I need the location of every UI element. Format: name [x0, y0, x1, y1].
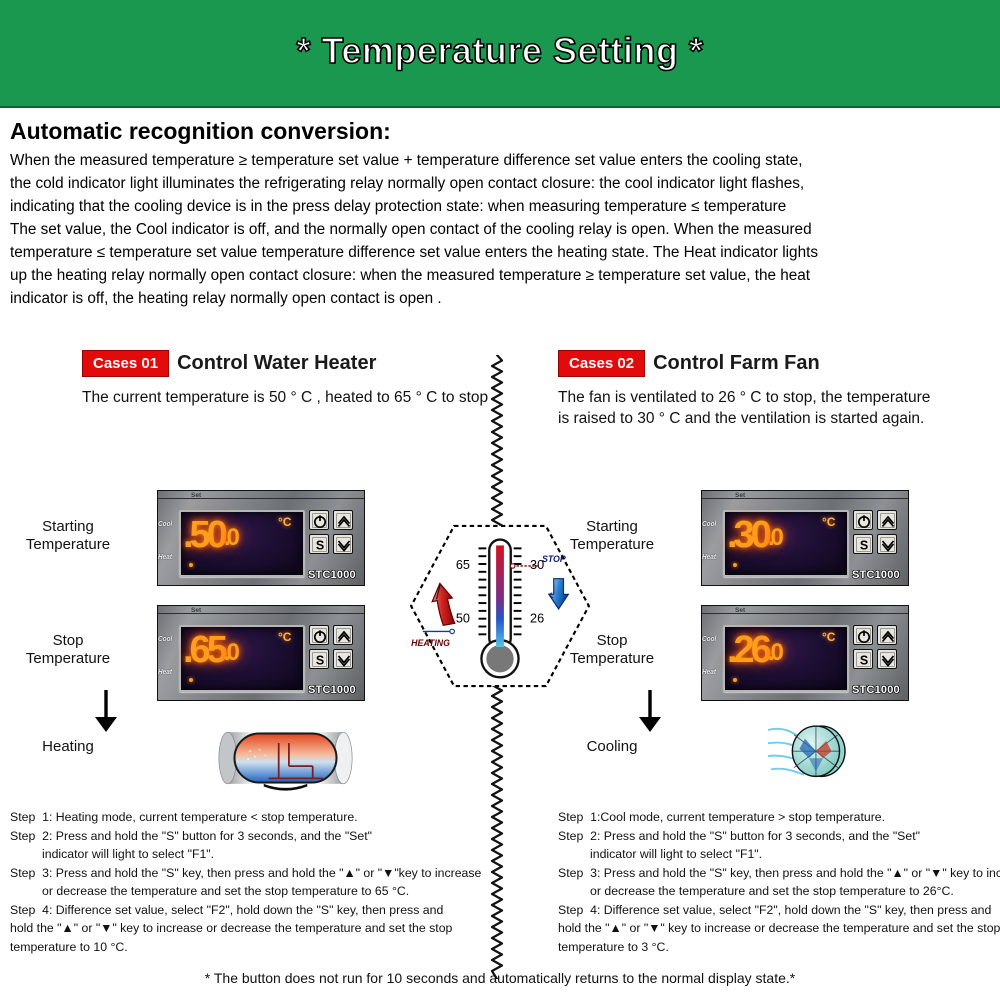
- svg-text:26: 26: [530, 612, 544, 626]
- svg-text:S: S: [316, 654, 324, 668]
- svg-text:HEATING: HEATING: [411, 638, 450, 648]
- svg-text:STOP: STOP: [542, 554, 566, 564]
- svg-text:S: S: [316, 539, 324, 553]
- svg-text:S: S: [860, 539, 868, 553]
- svg-text:S: S: [860, 654, 868, 668]
- svg-text:50: 50: [456, 612, 470, 626]
- svg-text:65: 65: [456, 558, 470, 572]
